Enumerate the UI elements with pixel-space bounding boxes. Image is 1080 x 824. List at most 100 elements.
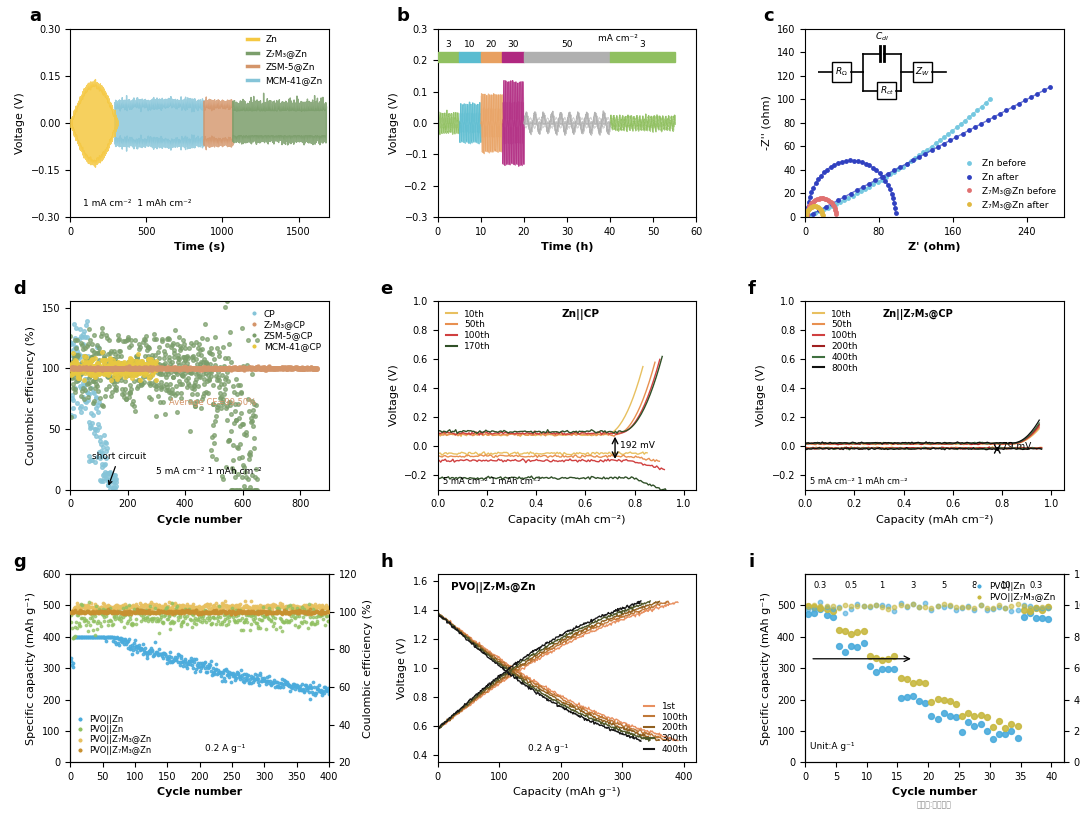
Point (139, 353, 157, 367)
Zn before (904, 157, 917, 166)
Z₇M₃@Zn before (801, 205, 814, 215)
Point (75, 327, 92, 340)
Point (95, 630, 112, 644)
Point (300, 606, 318, 619)
Point (252, 606, 269, 620)
Point (106, 362, 123, 375)
Point (275, 606, 293, 619)
Point (144, 355, 161, 368)
Point (134, 599, 151, 612)
Point (309, 601, 326, 614)
Z₇M₃@Zn before (829, 205, 842, 215)
Point (91, 362, 108, 375)
Point (280, 360, 297, 373)
Point (167, 362, 185, 375)
Point (139, 598, 157, 611)
Point (124, 363, 140, 376)
Point (183, 614, 200, 627)
Point (179, 361, 197, 374)
Point (112, 349, 130, 362)
Point (148, 359, 165, 372)
Point (89, 606, 106, 619)
Point (112, 606, 130, 619)
Point (922, 603, 940, 616)
Point (89, 338, 106, 351)
Point (103, 359, 120, 372)
Point (151, 647, 168, 660)
Point (69, 350, 86, 363)
Point (273, 598, 291, 611)
Point (218, 414, 235, 427)
Point (227, 372, 244, 386)
Zn before (955, 119, 968, 129)
Point (251, 362, 268, 375)
Point (70, 363, 87, 377)
Point (109, 361, 126, 374)
Point (230, 606, 247, 619)
Point (855, 636, 873, 649)
Point (71, 359, 89, 372)
Point (195, 362, 213, 375)
Zn before (984, 95, 997, 105)
Point (91, 605, 108, 618)
Point (311, 605, 328, 618)
Point (152, 382, 170, 396)
Point (812, 602, 829, 616)
Point (248, 606, 266, 620)
Point (109, 599, 126, 612)
Point (203, 605, 220, 618)
Point (215, 359, 232, 372)
Point (77, 366, 94, 379)
Point (237, 483, 254, 496)
Point (164, 336, 181, 349)
Point (818, 608, 835, 621)
Point (188, 362, 205, 375)
Point (133, 354, 150, 368)
Point (113, 606, 131, 620)
Point (97, 362, 114, 375)
Point (66, 386, 83, 399)
Point (220, 605, 238, 618)
Point (165, 606, 183, 620)
Point (287, 361, 305, 374)
Point (312, 605, 329, 618)
Point (213, 606, 230, 620)
Point (208, 611, 226, 625)
Point (315, 606, 333, 620)
Point (137, 361, 154, 374)
Point (270, 677, 287, 690)
Point (239, 670, 256, 683)
Point (282, 606, 299, 620)
Point (121, 367, 138, 380)
Point (96, 362, 113, 375)
Z₇M₃@Zn before (813, 194, 826, 204)
Point (286, 361, 303, 374)
Point (205, 378, 222, 391)
Zn before (829, 199, 842, 208)
Point (308, 681, 325, 694)
Point (111, 631, 129, 644)
Point (116, 335, 133, 348)
Point (270, 361, 287, 374)
Point (140, 372, 158, 385)
Point (180, 341, 198, 354)
Point (278, 362, 295, 375)
Point (237, 668, 254, 681)
Point (67, 349, 84, 362)
Point (96, 367, 113, 380)
Point (86, 381, 104, 394)
Point (63, 338, 80, 351)
Z₇M₃@Zn before (819, 194, 832, 204)
Point (69, 362, 86, 375)
Zn after (969, 122, 982, 132)
Point (152, 648, 170, 661)
Point (139, 614, 157, 627)
Point (922, 601, 940, 614)
Point (185, 605, 202, 618)
Point (224, 668, 241, 681)
Point (159, 361, 176, 374)
Point (191, 602, 208, 615)
Point (192, 355, 210, 368)
Point (205, 604, 222, 617)
Point (164, 361, 181, 374)
